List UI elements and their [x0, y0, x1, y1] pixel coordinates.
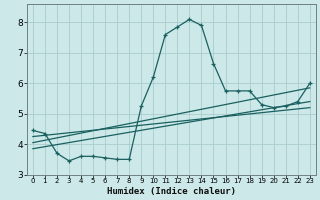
- X-axis label: Humidex (Indice chaleur): Humidex (Indice chaleur): [107, 187, 236, 196]
